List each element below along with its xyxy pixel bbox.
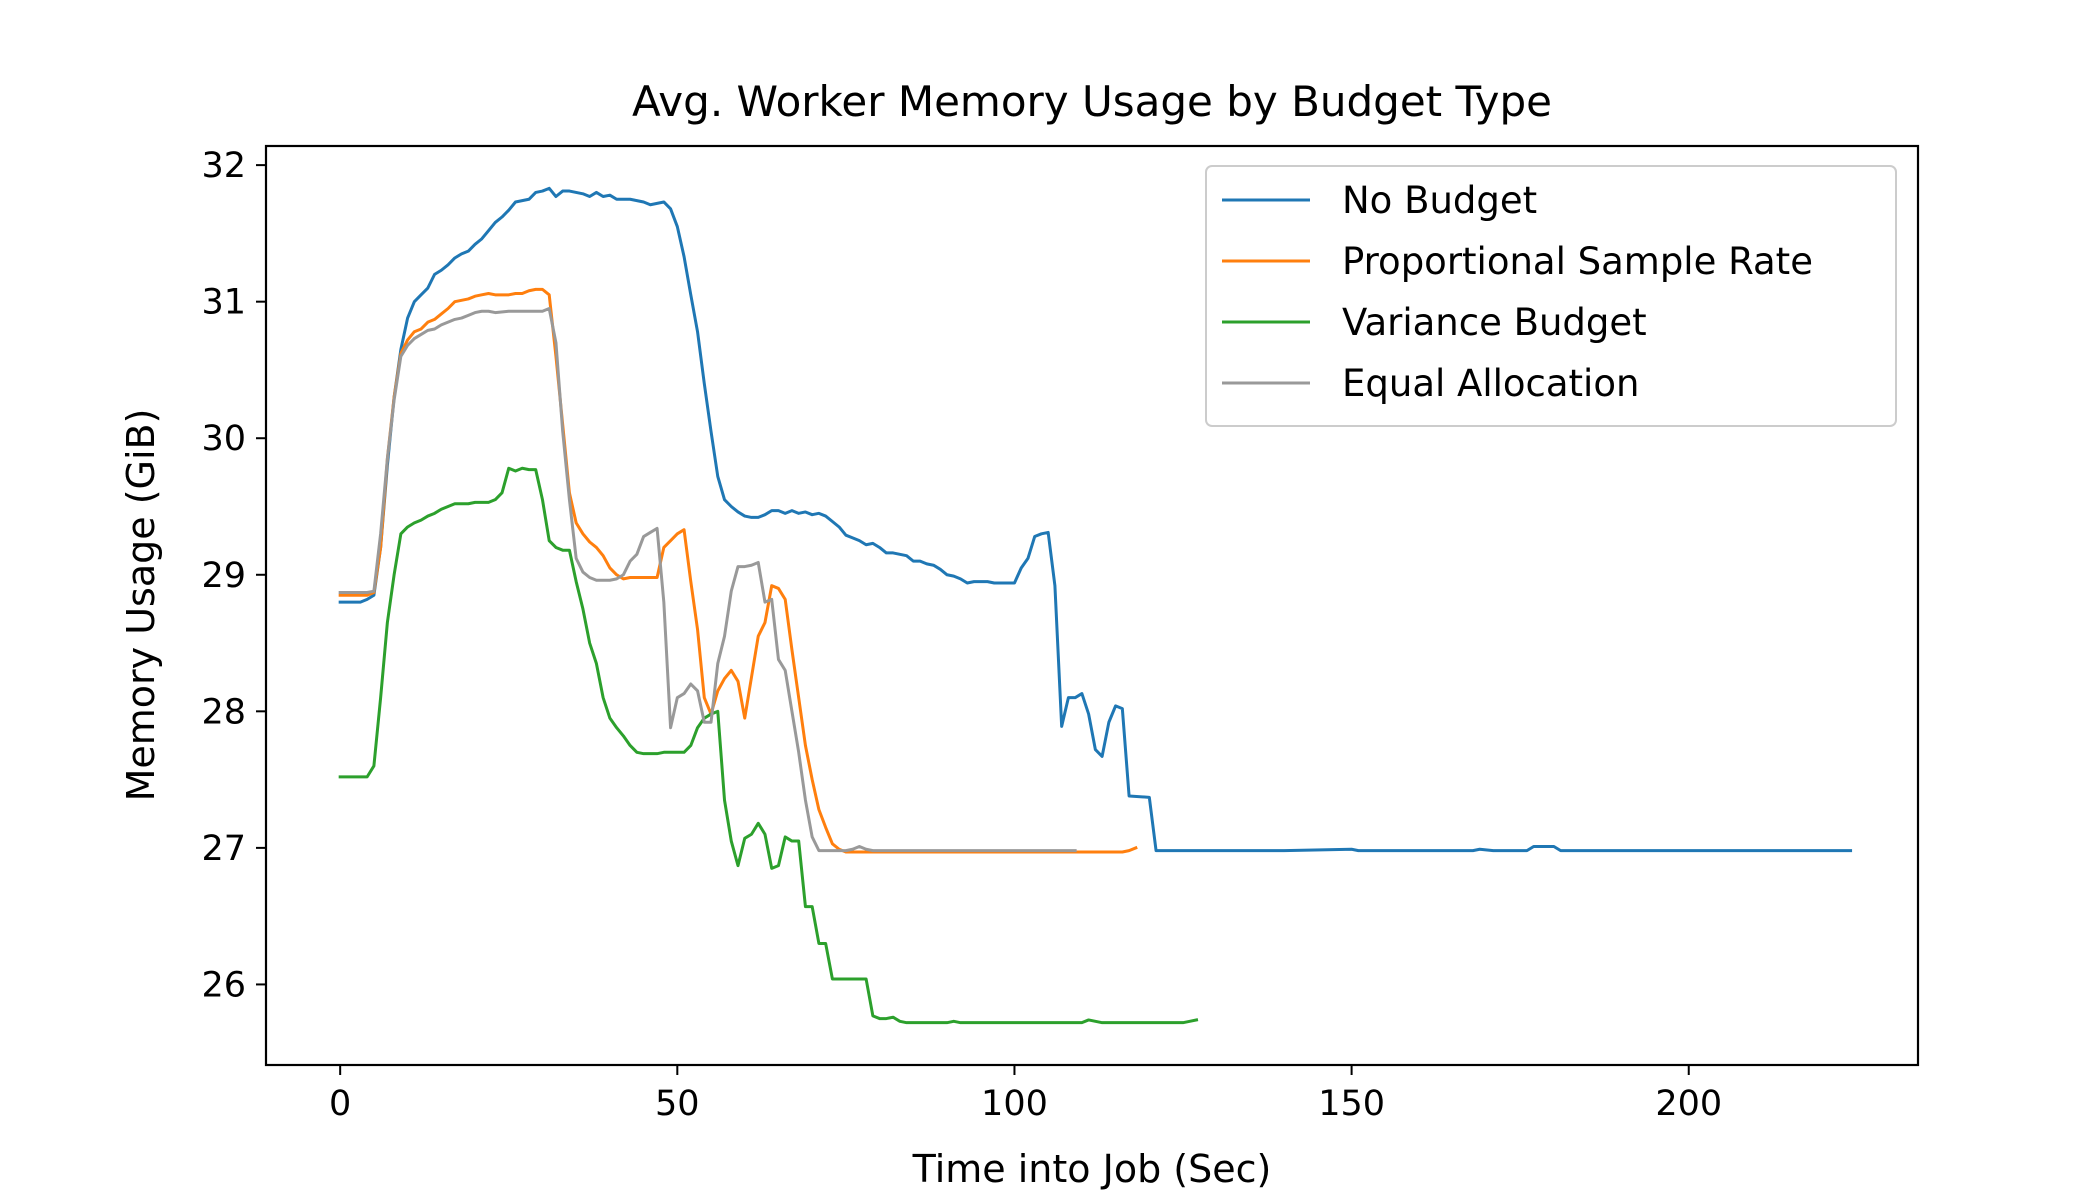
series-line-3 <box>338 307 1077 853</box>
plot-frame <box>264 144 1920 1067</box>
tick-layer: 0 50 100 150 200 26 27 28 29 30 31 32 <box>201 146 1722 1124</box>
y-axis-label: Memory Usage (GiB) <box>119 409 163 802</box>
series-line-2 <box>338 466 1199 1025</box>
y-tick-label-3: 29 <box>201 556 246 596</box>
series-layer <box>338 186 1853 1025</box>
series-line-0 <box>338 186 1853 853</box>
legend-label-3: Equal Allocation <box>1342 362 1639 405</box>
legend-label-2: Variance Budget <box>1342 301 1647 344</box>
y-tick-label-4: 30 <box>201 419 246 459</box>
x-tick-label-4: 200 <box>1655 1084 1722 1124</box>
legend-entries: No Budget Proportional Sample Rate Varianc… <box>1222 179 1813 405</box>
y-tick-label-5: 31 <box>201 283 246 323</box>
y-tick-label-6: 32 <box>201 146 246 186</box>
x-tick-label-3: 150 <box>1318 1084 1385 1124</box>
legend-label-0: No Budget <box>1342 179 1537 222</box>
x-tick-label-2: 100 <box>981 1084 1048 1124</box>
x-tick-label-1: 50 <box>655 1084 700 1124</box>
chart-title: Avg. Worker Memory Usage by Budget Type <box>632 77 1552 126</box>
y-tick-label-1: 27 <box>201 829 246 869</box>
y-tick-label-0: 26 <box>201 965 246 1005</box>
x-tick-label-0: 0 <box>329 1084 351 1124</box>
legend: No Budget Proportional Sample Rate Varianc… <box>1205 165 1897 427</box>
legend-label-1: Proportional Sample Rate <box>1342 240 1813 283</box>
legend-box <box>1205 165 1897 427</box>
x-axis-label: Time into Job (Sec) <box>912 1147 1272 1191</box>
y-tick-label-2: 28 <box>201 692 246 732</box>
series-line-1 <box>338 287 1138 854</box>
